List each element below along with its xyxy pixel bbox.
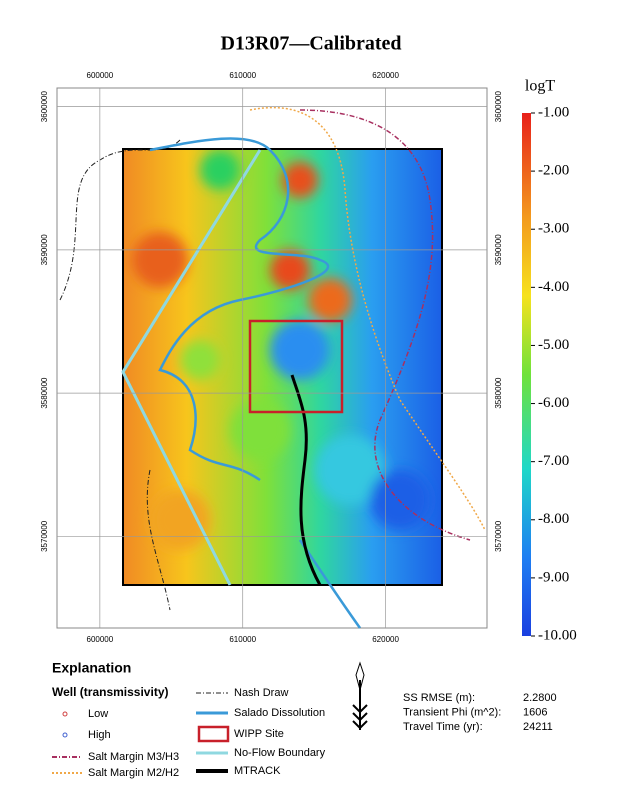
colorbar-tick-label: -4.00 bbox=[538, 279, 569, 295]
colorbar-tick-label: -9.00 bbox=[538, 569, 569, 585]
x-tick-label: 620000 bbox=[372, 71, 399, 80]
y-tick-label: 3570000 bbox=[40, 520, 49, 552]
stat-value: 1606 bbox=[523, 706, 547, 718]
legend-label: Salt Margin M2/H2 bbox=[88, 767, 179, 779]
legend-label: Low bbox=[88, 708, 108, 720]
model-boundary bbox=[122, 148, 443, 586]
y-tick-label: 3580000 bbox=[494, 377, 503, 409]
raster bbox=[123, 149, 442, 585]
legend-label: High bbox=[88, 729, 111, 741]
y-tick-label: 3590000 bbox=[40, 234, 49, 266]
colorbar-tick-label: -2.00 bbox=[538, 163, 569, 179]
legend-symbol bbox=[62, 711, 68, 717]
x-tick-label: 610000 bbox=[229, 71, 256, 80]
legend-label: Salado Dissolution bbox=[234, 707, 325, 719]
y-tick-label: 3600000 bbox=[494, 91, 503, 123]
legend-label: MTRACK bbox=[234, 765, 281, 777]
legend-title: Explanation bbox=[52, 660, 131, 676]
colorbar-tick-label: -5.00 bbox=[538, 337, 569, 353]
stat-value: 2.2800 bbox=[523, 692, 557, 704]
colorbar bbox=[522, 113, 531, 636]
x-tick-label: 610000 bbox=[229, 635, 256, 644]
title: D13R07—Calibrated bbox=[220, 33, 401, 55]
colorbar-tick-label: -1.00 bbox=[538, 104, 569, 120]
colorbar-tick-label: -10.00 bbox=[538, 627, 577, 643]
legend-label: WIPP Site bbox=[234, 728, 284, 740]
x-tick-label: 620000 bbox=[372, 635, 399, 644]
stat-label: Travel Time (yr): bbox=[403, 721, 483, 733]
x-tick-label: 600000 bbox=[87, 635, 114, 644]
legend-subtitle: Well (transmissivity) bbox=[52, 685, 168, 699]
stat-label: Transient Phi (m^2): bbox=[403, 706, 501, 718]
colorbar-title: logT bbox=[525, 78, 555, 95]
map bbox=[56, 87, 488, 629]
colorbar-tick-label: -7.00 bbox=[538, 453, 569, 469]
y-tick-label: 3570000 bbox=[494, 520, 503, 552]
y-tick-label: 3590000 bbox=[494, 234, 503, 266]
north-arrow bbox=[352, 661, 368, 730]
colorbar-tick-label: -3.00 bbox=[538, 221, 569, 237]
stats: SS RMSE (m): 2.2800 Transient Phi (m^2): 16… bbox=[403, 692, 557, 733]
legend-label: Nash Draw bbox=[234, 687, 288, 699]
legend-symbol bbox=[197, 725, 230, 743]
colorbar-tick-label: -8.00 bbox=[538, 511, 569, 527]
y-tick-label: 3580000 bbox=[40, 377, 49, 409]
x-tick-label: 600000 bbox=[87, 71, 114, 80]
legend: Explanation Well (transmissivity) Low Hi… bbox=[52, 660, 326, 779]
stat-value: 24211 bbox=[523, 721, 553, 733]
salt-margin-m3 bbox=[299, 109, 471, 541]
salt-margin-m2 bbox=[249, 106, 486, 531]
nash-draw bbox=[59, 139, 181, 611]
no-flow-boundary bbox=[121, 149, 262, 586]
legend-symbol bbox=[62, 732, 68, 738]
mtrack bbox=[290, 374, 322, 586]
wipp-site bbox=[248, 319, 344, 414]
legend-label: No-Flow Boundary bbox=[234, 747, 326, 759]
legend-label: Salt Margin M3/H3 bbox=[88, 751, 179, 763]
colorbar-tick-label: -6.00 bbox=[538, 395, 569, 411]
y-tick-label: 3600000 bbox=[40, 91, 49, 123]
stat-label: SS RMSE (m): bbox=[403, 692, 475, 704]
